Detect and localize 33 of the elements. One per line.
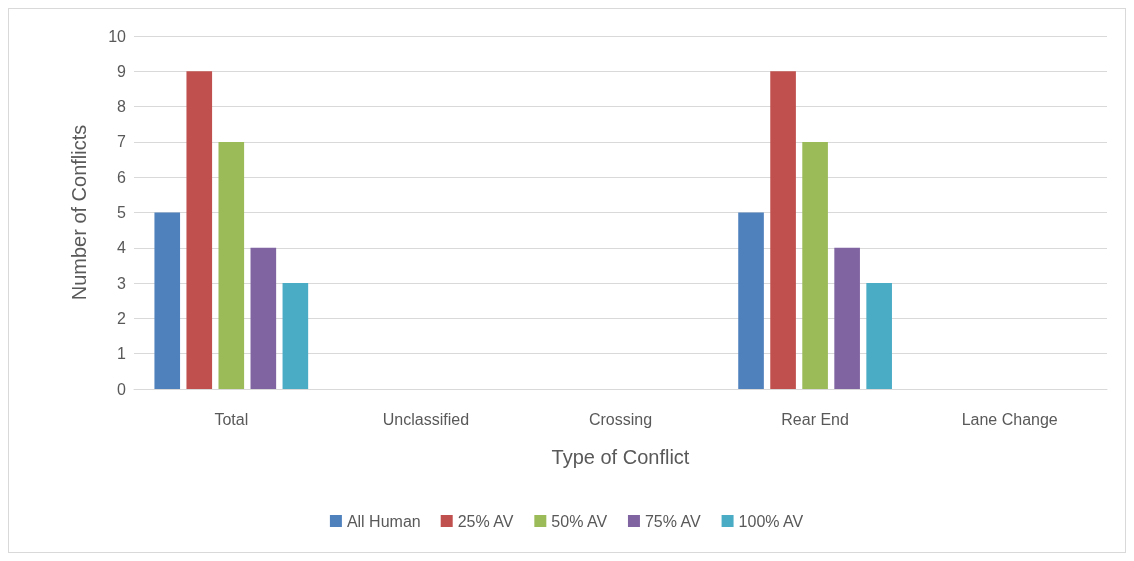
bar	[866, 283, 892, 389]
bar	[282, 283, 309, 389]
bar	[834, 247, 860, 389]
x-axis-title: Type of Conflict	[551, 446, 690, 468]
legend-label: 75% AV	[644, 512, 702, 530]
y-tick-label: 4	[117, 239, 127, 257]
legend-label: 100% AV	[738, 512, 804, 530]
y-tick-label: 10	[108, 27, 127, 45]
y-tick-label: 5	[117, 204, 127, 221]
bar	[186, 71, 213, 389]
x-tick-label: Crossing	[588, 410, 653, 428]
y-tick-label: 7	[117, 133, 127, 151]
bar	[738, 212, 764, 389]
y-tick-label: 3	[117, 274, 127, 292]
y-tick-label: 6	[117, 168, 127, 186]
y-axis-title: Number of Conflicts	[68, 124, 90, 301]
bar	[218, 141, 245, 389]
legend-label: 50% AV	[551, 512, 608, 530]
x-tick-label: Lane Change	[961, 410, 1058, 428]
legend-label: 25% AV	[457, 512, 514, 530]
y-tick-label: 9	[117, 62, 127, 80]
x-tick-label: Unclassified	[382, 410, 470, 428]
bar	[802, 141, 828, 389]
bar	[250, 247, 277, 389]
bar	[154, 212, 181, 389]
bar	[770, 71, 796, 389]
y-tick-label: 8	[117, 98, 127, 116]
y-tick-label: 1	[117, 345, 127, 363]
y-tick-label: 0	[117, 380, 127, 398]
y-tick-label: 2	[117, 309, 127, 327]
x-tick-label: Total	[214, 410, 249, 428]
legend-label: All Human	[346, 512, 421, 530]
x-tick-label: Rear End	[781, 410, 849, 428]
